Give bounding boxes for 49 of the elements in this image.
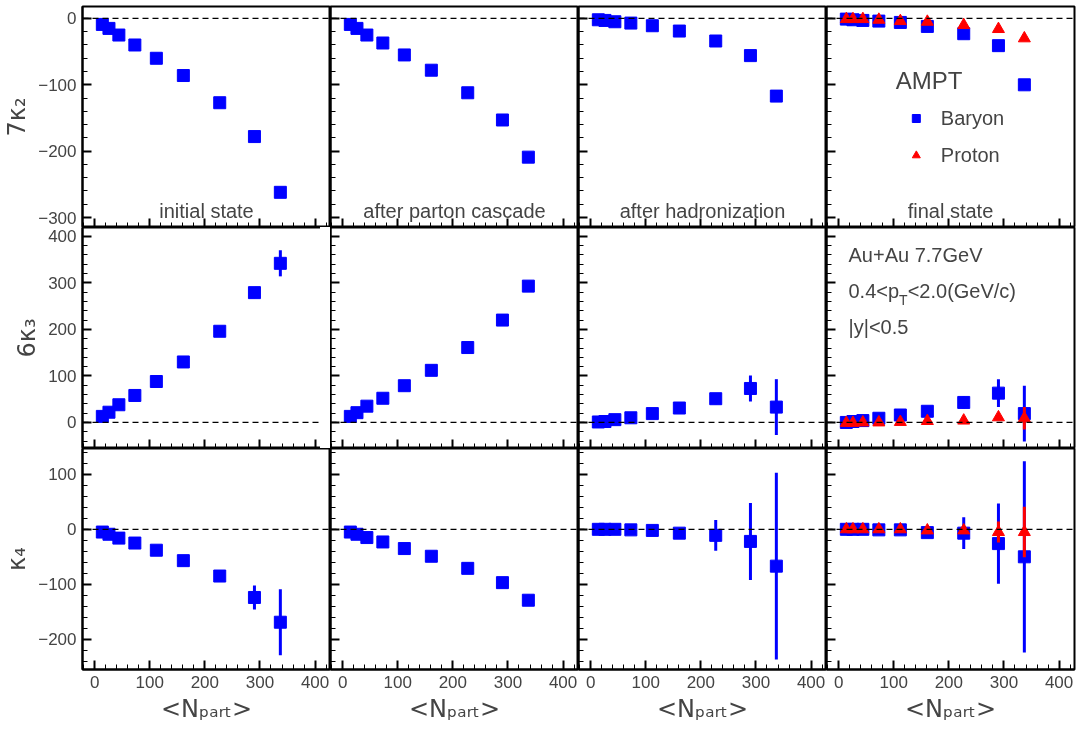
y-tick-label: −300 bbox=[38, 208, 77, 228]
x-tick-label: 400 bbox=[1044, 672, 1074, 692]
y-tick-label: 0 bbox=[67, 413, 77, 433]
x-axis-title: <Nₚₐᵣₜ> bbox=[160, 694, 253, 723]
x-axis-title: <Nₚₐᵣₜ> bbox=[656, 694, 749, 723]
x-axis-title: <Nₚₐᵣₜ> bbox=[904, 694, 997, 723]
y-tick-label: 100 bbox=[48, 366, 77, 386]
legend-title: AMPT bbox=[895, 66, 964, 95]
x-tick-label: 100 bbox=[879, 672, 908, 692]
y-tick-label: 200 bbox=[48, 320, 77, 340]
x-tick-label: 300 bbox=[741, 672, 771, 692]
x-tick-label: 100 bbox=[135, 672, 164, 692]
x-tick-label: 300 bbox=[989, 672, 1019, 692]
x-tick-label: 400 bbox=[796, 672, 826, 692]
annotation: initial state bbox=[159, 199, 254, 222]
x-tick-label: 100 bbox=[631, 672, 660, 692]
annotation: Au+Au 7.7GeV bbox=[848, 243, 984, 266]
x-axis-title: <Nₚₐᵣₜ> bbox=[408, 694, 501, 723]
x-tick-label: 0 bbox=[585, 672, 596, 692]
y-tick-label: 400 bbox=[48, 227, 77, 247]
y-tick-label: −200 bbox=[38, 142, 77, 162]
x-tick-label: 0 bbox=[833, 672, 844, 692]
y-tick-label: 100 bbox=[48, 465, 77, 485]
y-tick-label: −100 bbox=[38, 75, 77, 95]
legend-label: Proton bbox=[940, 143, 1000, 167]
x-tick-label: 0 bbox=[89, 672, 100, 692]
y-tick-label: 300 bbox=[48, 273, 77, 293]
x-tick-label: 200 bbox=[438, 672, 468, 692]
annotation: after hadronization bbox=[619, 199, 786, 222]
x-tick-label: 100 bbox=[383, 672, 412, 692]
x-tick-label: 400 bbox=[548, 672, 578, 692]
y-tick-label: −100 bbox=[38, 575, 77, 595]
x-tick-label: 200 bbox=[686, 672, 716, 692]
legend-label: Baryon bbox=[940, 106, 1005, 130]
y-axis-title: 6κ₃ bbox=[13, 318, 42, 358]
annotation: |y|<0.5 bbox=[848, 315, 909, 338]
x-tick-label: 300 bbox=[245, 672, 275, 692]
x-tick-label: 200 bbox=[190, 672, 220, 692]
annotation: final state bbox=[907, 199, 994, 222]
x-tick-label: 200 bbox=[934, 672, 964, 692]
y-axis-title: 7κ₂ bbox=[3, 97, 32, 137]
x-tick-label: 0 bbox=[337, 672, 348, 692]
y-axis-title: κ₄ bbox=[3, 547, 32, 571]
y-tick-label: −200 bbox=[38, 630, 77, 650]
x-tick-label: 300 bbox=[493, 672, 523, 692]
y-tick-label: 0 bbox=[67, 9, 77, 29]
annotation: after parton cascade bbox=[363, 199, 546, 222]
x-tick-label: 400 bbox=[300, 672, 330, 692]
y-tick-label: 0 bbox=[67, 520, 77, 540]
